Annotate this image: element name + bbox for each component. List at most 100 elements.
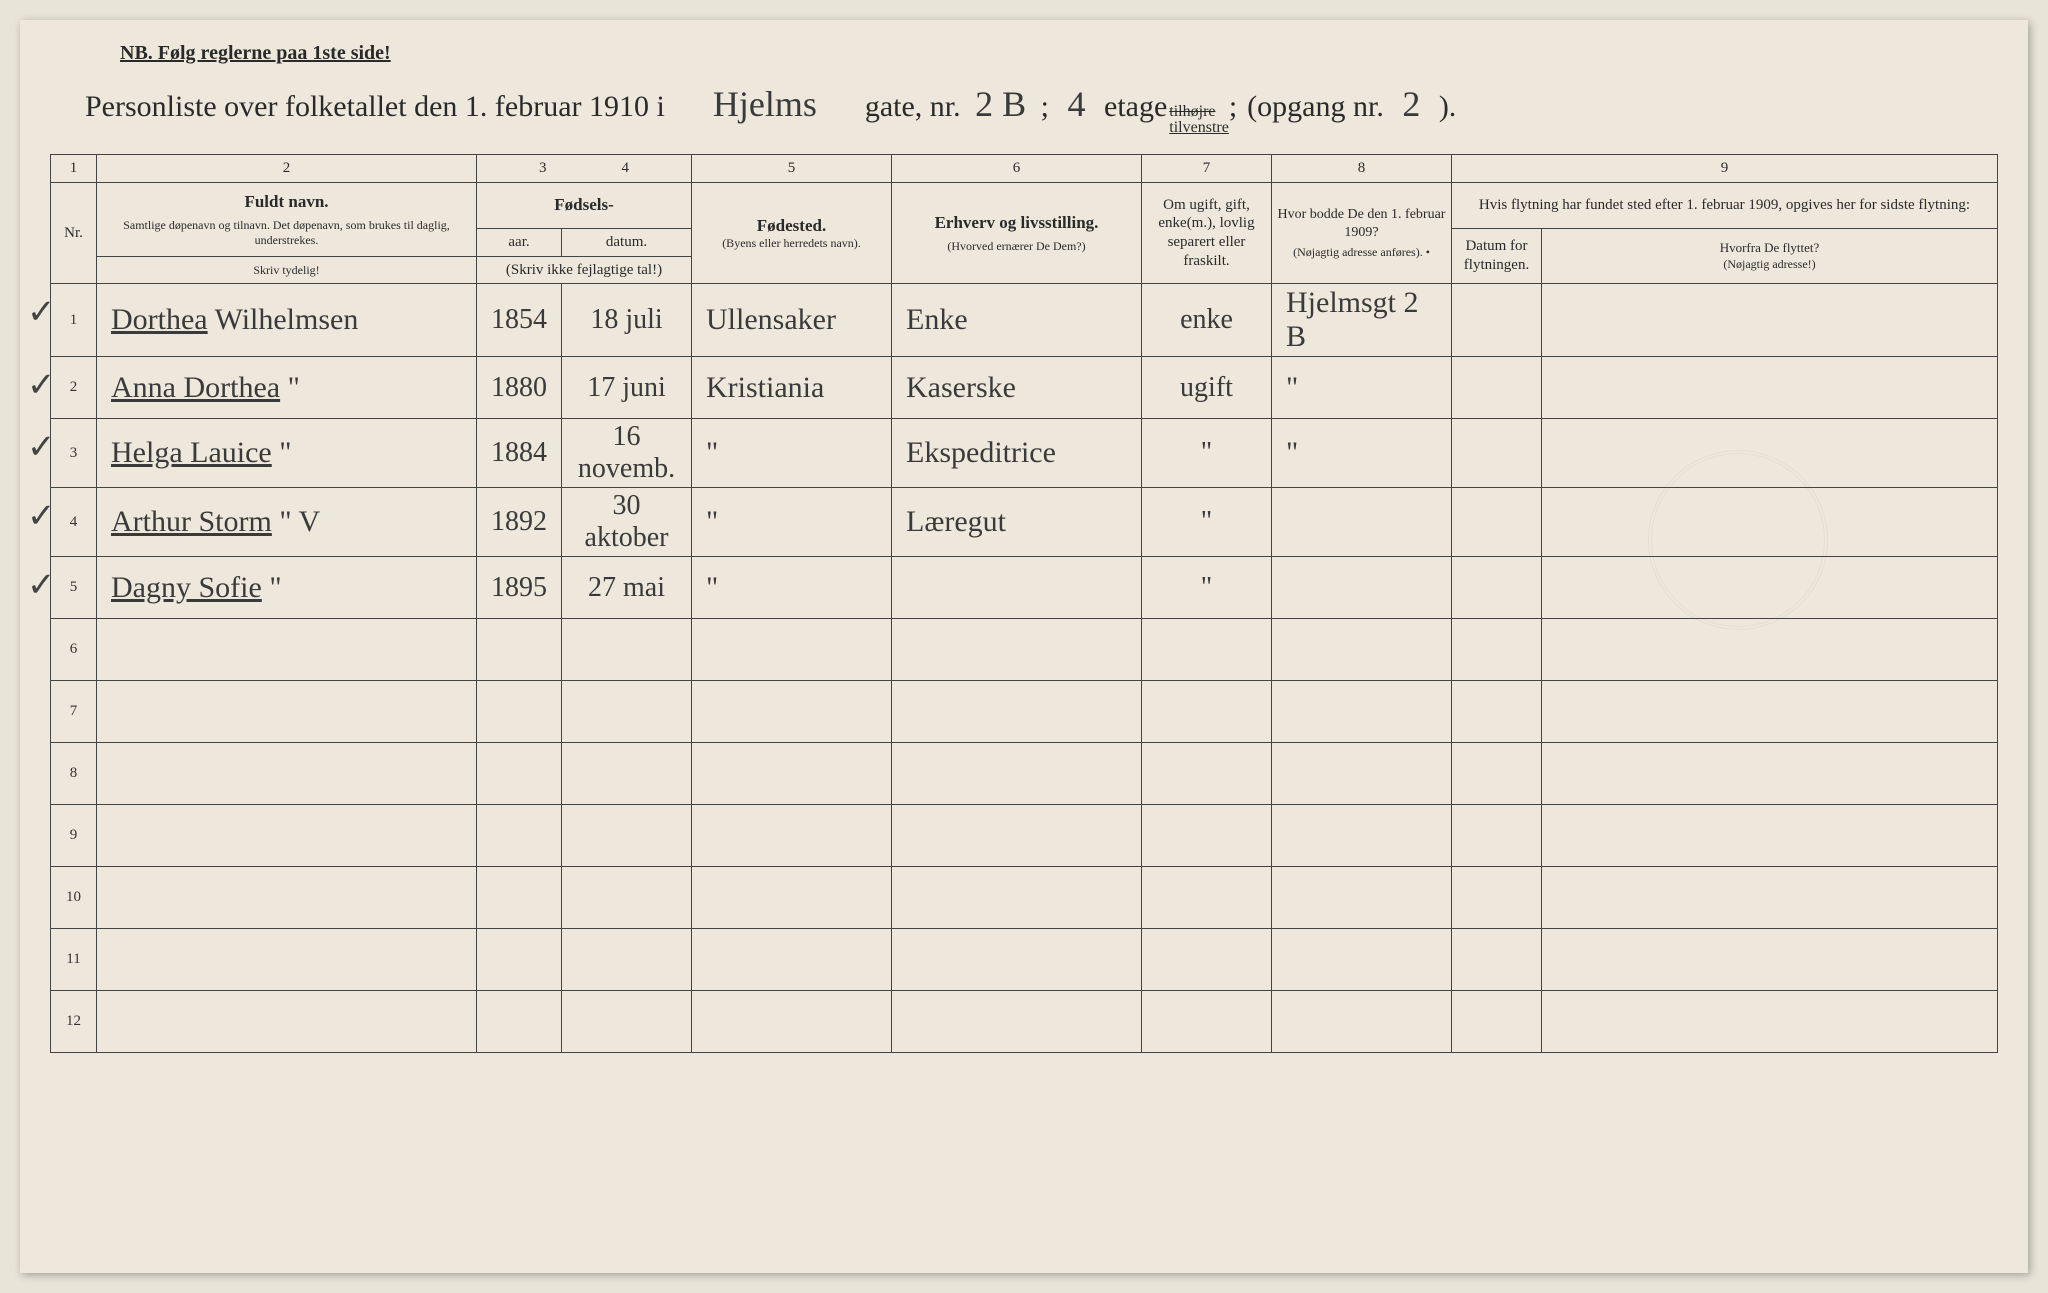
cell-move-date <box>1452 681 1542 743</box>
surname-text: " <box>272 436 292 469</box>
side-left: tilvenstre <box>1169 120 1229 136</box>
cell-marital <box>1142 681 1272 743</box>
title-prefix: Personliste over folketallet den 1. febr… <box>85 90 665 124</box>
cell-birthplace: " <box>692 488 892 557</box>
cell-occupation <box>892 557 1142 619</box>
row-checkmark: ✓ <box>27 292 56 332</box>
cell-birth-date: 27 mai <box>562 557 692 619</box>
row-number: 8 <box>51 743 97 805</box>
opgang-close: ). <box>1439 90 1457 124</box>
column-number-row: 1 2 3 4 5 6 7 8 9 <box>51 155 1998 183</box>
cell-marital: enke <box>1142 284 1272 357</box>
cell-birth-date: 16 novemb. <box>562 419 692 488</box>
cell-birthplace <box>692 743 892 805</box>
table-row: 4✓Arthur Storm " V189230 aktober"Læregut… <box>51 488 1998 557</box>
cell-move-date <box>1452 557 1542 619</box>
street-name: Hjelms <box>665 83 865 125</box>
header-marital: Om ugift, gift, enke(m.), lovlig separer… <box>1142 182 1272 284</box>
table-row: 2✓Anna Dorthea "188017 juniKristianiaKas… <box>51 357 1998 419</box>
cell-occupation <box>892 619 1142 681</box>
cell-move-from <box>1542 867 1998 929</box>
header-prev-addr-sub: (Nøjagtig adresse anføres). • <box>1274 245 1449 260</box>
cell-prev-address <box>1272 867 1452 929</box>
cell-move-from <box>1542 488 1998 557</box>
cell-move-date <box>1452 419 1542 488</box>
table-row: 12 <box>51 991 1998 1053</box>
cell-birth-year <box>477 991 562 1053</box>
cell-prev-address <box>1272 488 1452 557</box>
row-checkmark: ✓ <box>27 427 56 467</box>
cell-occupation <box>892 929 1142 991</box>
cell-birthplace: " <box>692 419 892 488</box>
cell-move-from <box>1542 805 1998 867</box>
table-row: 11 <box>51 929 1998 991</box>
header-move-top: Hvis flytning har fundet sted efter 1. f… <box>1452 182 1998 228</box>
table-row: 9 <box>51 805 1998 867</box>
cell-birth-year <box>477 681 562 743</box>
etage-label: etage <box>1104 90 1167 124</box>
header-name-title: Fuldt navn. <box>99 191 474 212</box>
cell-marital <box>1142 743 1272 805</box>
cell-birth-date: 17 juni <box>562 357 692 419</box>
header-prev-addr-title: Hvor bodde De den 1. februar 1909? <box>1274 206 1449 241</box>
cell-prev-address <box>1272 557 1452 619</box>
cell-birth-year: 1854 <box>477 284 562 357</box>
table-row: 7 <box>51 681 1998 743</box>
cell-prev-address <box>1272 929 1452 991</box>
cell-occupation: Læregut <box>892 488 1142 557</box>
semicolon-1: ; <box>1041 90 1049 124</box>
header-move-from-sub: (Nøjagtig adresse!) <box>1544 257 1995 272</box>
cell-move-date <box>1452 867 1542 929</box>
cell-move-from <box>1542 743 1998 805</box>
cell-occupation: Enke <box>892 284 1142 357</box>
cell-move-date <box>1452 805 1542 867</box>
gate-label: gate, nr. <box>865 90 961 124</box>
row-number: 12 <box>51 991 97 1053</box>
header-skriv: Skriv tydelig! <box>97 256 477 284</box>
semicolon-2: ; <box>1229 90 1237 124</box>
cell-marital <box>1142 805 1272 867</box>
cell-full-name: Dorthea Wilhelmsen <box>97 284 477 357</box>
header-occupation-sub: (Hvorved ernærer De Dem?) <box>894 239 1139 254</box>
cell-full-name <box>97 619 477 681</box>
surname-text: " <box>262 571 282 604</box>
cell-birth-year <box>477 867 562 929</box>
cell-marital <box>1142 619 1272 681</box>
cell-full-name <box>97 867 477 929</box>
table-row: 8 <box>51 743 1998 805</box>
row-number: 5✓ <box>51 557 97 619</box>
cell-marital <box>1142 867 1272 929</box>
cell-prev-address <box>1272 743 1452 805</box>
colnum-8: 8 <box>1272 155 1452 183</box>
row-number: 4✓ <box>51 488 97 557</box>
header-nr: Nr. <box>51 182 97 284</box>
row-checkmark: ✓ <box>27 365 56 405</box>
cell-occupation: Kaserske <box>892 357 1142 419</box>
given-name-underlined: Arthur Storm <box>111 505 272 538</box>
cell-prev-address <box>1272 991 1452 1053</box>
header-birth-year: aar. <box>477 228 562 256</box>
cell-occupation <box>892 743 1142 805</box>
cell-birth-date <box>562 743 692 805</box>
row-number: 7 <box>51 681 97 743</box>
cell-full-name <box>97 991 477 1053</box>
table-row: 6 <box>51 619 1998 681</box>
cell-birth-year <box>477 743 562 805</box>
cell-marital: " <box>1142 419 1272 488</box>
cell-birth-date: 18 juli <box>562 284 692 357</box>
cell-full-name <box>97 743 477 805</box>
census-form-page: NB. Følg reglerne paa 1ste side! Personl… <box>20 20 2028 1273</box>
cell-marital <box>1142 929 1272 991</box>
header-birth-note: (Skriv ikke fejlagtige tal!) <box>477 256 692 284</box>
cell-birth-year: 1880 <box>477 357 562 419</box>
cell-birth-date <box>562 681 692 743</box>
cell-full-name: Arthur Storm " V <box>97 488 477 557</box>
cell-birthplace: Kristiania <box>692 357 892 419</box>
colnum-6: 6 <box>892 155 1142 183</box>
row-number: 3✓ <box>51 419 97 488</box>
opgang-label: (opgang nr. <box>1247 90 1384 124</box>
cell-full-name <box>97 681 477 743</box>
row-number: 11 <box>51 929 97 991</box>
surname-text: Wilhelmsen <box>208 303 359 336</box>
cell-birthplace <box>692 991 892 1053</box>
